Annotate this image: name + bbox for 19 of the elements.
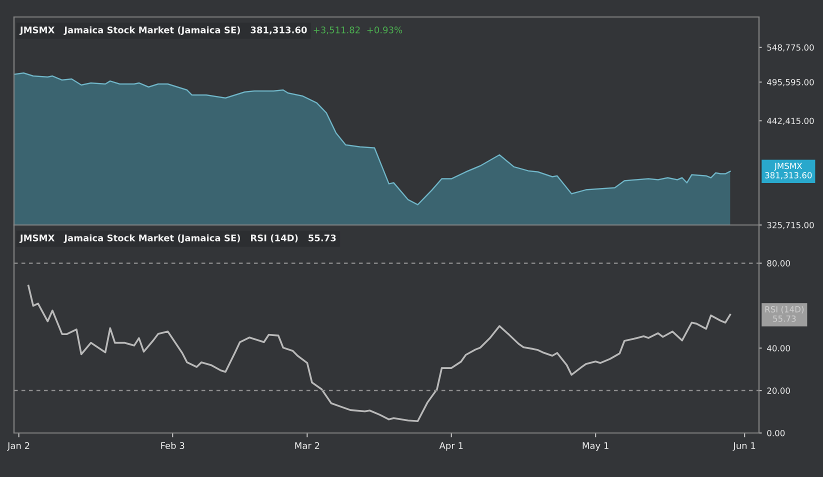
- y-tick-label: 325,715.00: [767, 222, 814, 230]
- y-tick-label: 548,775.00: [767, 44, 814, 52]
- x-tick-label: Feb 3: [161, 442, 184, 450]
- text: JMSMX Jamaica Stock Market (Jamaica SE) 381,313.60: [19, 26, 307, 36]
- x-tick-label: May 1: [582, 442, 608, 451]
- text: JMSMX 381,313.60: [765, 162, 812, 180]
- y-tick-label: 0.00: [767, 430, 785, 436]
- text: JMSMX Jamaica Stock Market (Jamaica SE) RSI (14D) 55.73: [19, 234, 336, 244]
- x-tick-label: Apr 1: [439, 442, 463, 451]
- y-tick-label: 20.00: [767, 388, 790, 394]
- x-tick-label: Jan 2: [7, 442, 30, 451]
- line-series: [28, 284, 732, 422]
- text: +3,511.82 +0.93%: [314, 26, 402, 34]
- y-tick-label: 40.00: [767, 345, 790, 352]
- x-tick-label: Jun 1: [732, 442, 756, 451]
- y-tick-label: 80.00: [767, 260, 790, 266]
- x-tick-label: Mar 2: [295, 442, 320, 450]
- y-tick-label: 442,415.00: [767, 118, 814, 125]
- y-tick-label: 495,595.00: [767, 79, 814, 86]
